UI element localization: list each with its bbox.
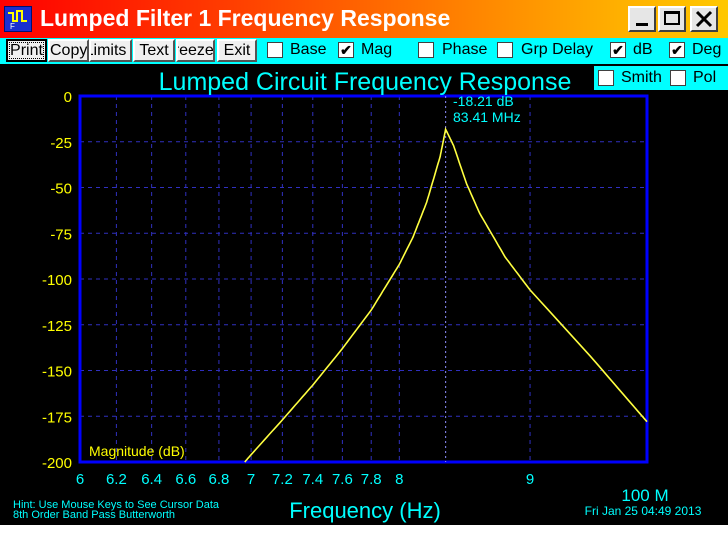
db-checkbox[interactable]: ✔ [610,42,626,58]
minimize-icon [636,23,648,26]
frequency-multiplier: 100 M [621,486,668,505]
y-tick-label: -25 [50,135,72,152]
maximize-button[interactable] [658,6,686,32]
y-tick-label: -175 [42,409,72,426]
y-tick-label: -50 [50,181,72,198]
x-tick-label: 7.4 [302,471,323,488]
minimize-button[interactable] [628,6,656,32]
magnitude-trace[interactable] [244,126,648,463]
y-tick-label: -100 [42,272,72,289]
copy-button[interactable]: Copy [48,39,89,62]
smith-checkbox[interactable] [598,70,614,86]
exit-button[interactable]: Exit [217,39,257,62]
pol-checkbox[interactable] [670,70,686,86]
deg-label: Deg [692,41,722,58]
deg-checkbox[interactable]: ✔ [669,42,685,58]
x-tick-label: 6.6 [175,471,196,488]
window-title: Lumped Filter 1 Frequency Response [40,5,451,31]
x-axis-label: Frequency (Hz) [289,498,441,523]
x-tick-label: 6.8 [208,471,229,488]
x-tick-label: 7.6 [332,471,353,488]
y-tick-label: -200 [42,455,72,472]
base-checkbox[interactable] [267,42,283,58]
plot-frame [78,94,649,464]
y-tick-label: -150 [42,364,72,381]
check-icon: ✔ [612,42,624,58]
timestamp: Fri Jan 25 04:49 2013 [585,504,702,518]
x-tick-label: 7 [247,471,255,488]
limits-button[interactable]: Limits [89,39,132,62]
check-icon: ✔ [340,42,352,58]
mag-label: Mag [361,41,393,58]
x-tick-label: 7.2 [272,471,293,488]
cursor-frequency: 83.41 MHz [453,109,521,125]
view-options-panel: Smith Pol [594,66,728,90]
smith-label: Smith [621,69,662,86]
grp-delay-label: Grp Delay [521,41,594,58]
x-tick-label: 6 [76,471,84,488]
y-tick-label: -75 [50,226,72,243]
print-button[interactable]: Print [6,39,47,62]
db-label: dB [633,41,653,58]
cursor-value: -18.21 dB [453,93,514,109]
text-button[interactable]: Text [133,39,175,62]
maximize-icon [664,11,680,25]
close-icon [695,10,713,28]
filter-description: 8th Order Band Pass Butterworth [13,509,175,521]
svg-text:F: F [10,22,15,31]
x-tick-label: 6.2 [106,471,127,488]
plot-area[interactable]: 0 -25 -50 -75 -100 -125 -150 -175 -200 6 6.2 6.4 6.… [0,64,728,525]
series-label: Magnitude (dB) [89,443,185,459]
grp-delay-checkbox[interactable] [497,42,513,58]
y-tick-label: 0 [64,89,72,106]
grid [80,96,647,462]
x-tick-label: 6.4 [141,471,162,488]
x-tick-label: 7.8 [361,471,382,488]
base-label: Base [290,41,327,58]
frequency-response-chart[interactable]: 0 -25 -50 -75 -100 -125 -150 -175 -200 6 6.2 6.4 6.… [0,64,728,525]
x-axis-ticks: 6 6.2 6.4 6.6 6.8 7 7.2 7.4 7.6 7.8 8 9 [76,471,534,488]
x-tick-label: 9 [526,471,534,488]
status-strip [0,525,728,533]
hint-text: Hint: Use Mouse Keys to See Cursor Data [13,499,220,511]
check-icon: ✔ [671,42,683,58]
pol-label: Pol [693,69,717,86]
mag-checkbox[interactable]: ✔ [338,42,354,58]
phase-checkbox[interactable] [418,42,434,58]
toolbar: Print Copy Limits Text Freeze Exit Base … [0,38,728,64]
y-axis-ticks: 0 -25 -50 -75 -100 -125 -150 -175 -200 [42,89,72,472]
title-bar[interactable]: F Lumped Filter 1 Frequency Response [0,0,728,38]
chart-title: Lumped Circuit Frequency Response [159,68,572,96]
app-icon[interactable]: F [4,6,32,32]
phase-label: Phase [442,41,488,58]
y-tick-label: -125 [42,318,72,335]
close-button[interactable] [690,6,718,32]
x-tick-label: 8 [395,471,403,488]
freeze-button[interactable]: Freeze [176,39,215,62]
